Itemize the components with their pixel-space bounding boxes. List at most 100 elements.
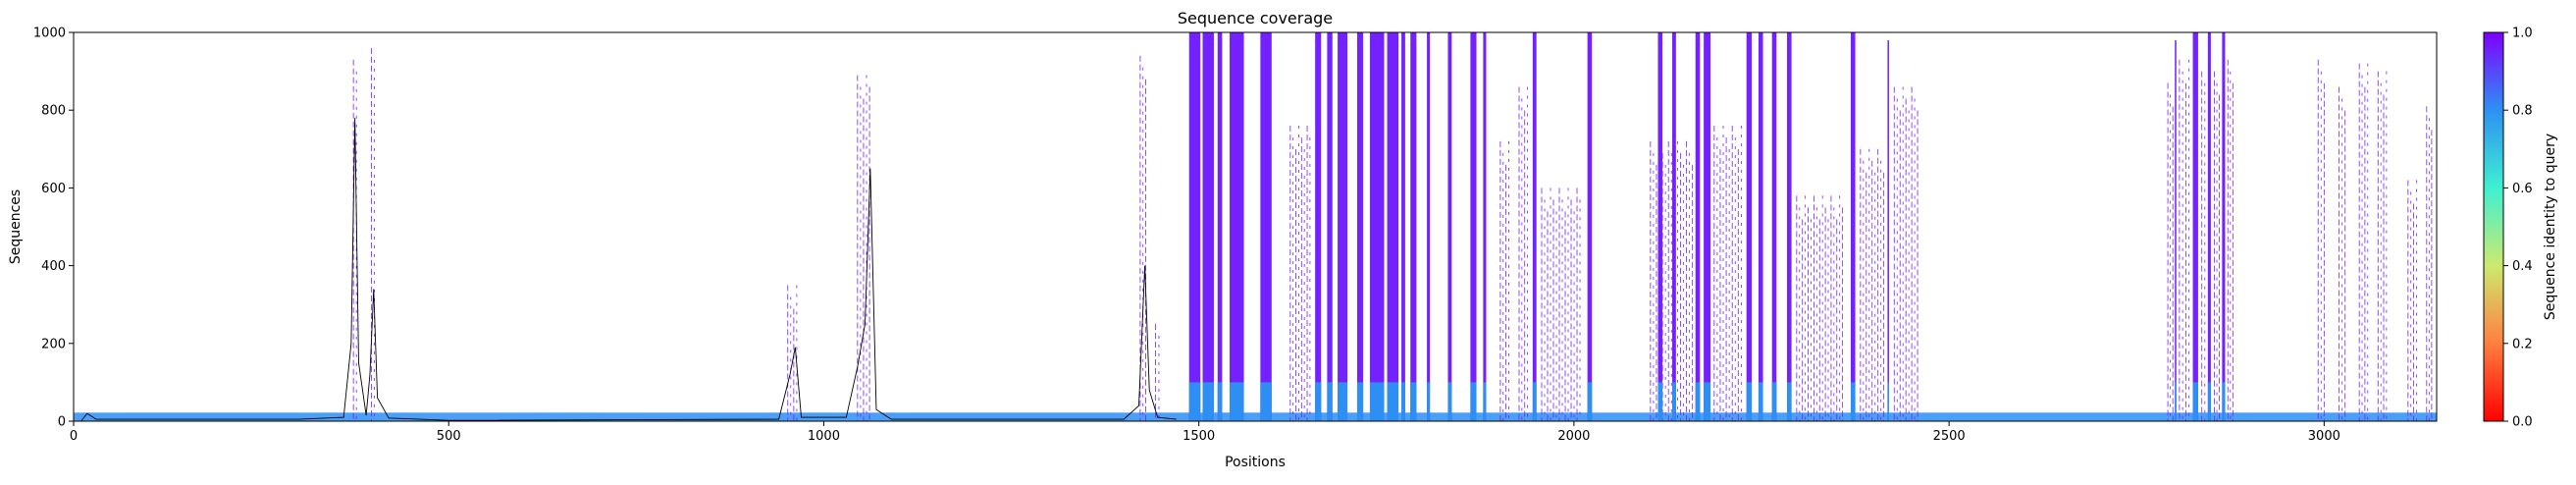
- coverage-column-base: [1483, 382, 1487, 421]
- y-tick-label: 0: [58, 415, 66, 430]
- coverage-column: [1704, 32, 1711, 421]
- x-tick-label: 1500: [1183, 429, 1215, 444]
- coverage-column-base: [1369, 382, 1385, 421]
- colorbar-tick-label: 0.2: [2512, 337, 2533, 351]
- coverage-column: [2222, 32, 2226, 421]
- coverage-marks: [74, 32, 2437, 421]
- x-axis: 0 500 1000 1500 2000 2500 3000: [70, 421, 2340, 444]
- chart-title: Sequence coverage: [1178, 9, 1333, 27]
- x-tick-label: 3000: [2308, 429, 2340, 444]
- coverage-line: [74, 118, 1177, 421]
- coverage-column: [1850, 32, 1856, 421]
- y-tick-label: 800: [41, 104, 66, 119]
- coverage-column: [1202, 32, 1214, 421]
- coverage-column: [1657, 32, 1663, 421]
- x-axis-label: Positions: [1225, 455, 1286, 470]
- coverage-column: [1401, 32, 1405, 421]
- coverage-column-base: [1470, 382, 1477, 421]
- coverage-column-base: [1230, 382, 1244, 421]
- coverage-column-base: [1338, 382, 1348, 421]
- colorbar-axis: 0.0 0.2 0.4 0.6 0.8 1.0: [2503, 27, 2533, 430]
- colorbar-tick-label: 0.4: [2512, 259, 2533, 274]
- coverage-column-base: [1887, 382, 1889, 421]
- colorbar-tick-label: 1.0: [2512, 27, 2533, 41]
- coverage-column-base: [1704, 382, 1711, 421]
- y-tick-label: 200: [41, 337, 66, 351]
- colorbar-tick-label: 0.8: [2512, 104, 2533, 119]
- coverage-column-base: [1786, 382, 1792, 421]
- coverage-column: [1746, 32, 1753, 421]
- coverage-column-base: [1657, 382, 1663, 421]
- coverage-column: [1387, 32, 1399, 421]
- coverage-column-base: [1356, 382, 1364, 421]
- coverage-column: [1427, 32, 1431, 421]
- coverage-column-base: [1771, 382, 1777, 421]
- coverage-column-base: [1188, 382, 1201, 421]
- coverage-column: [1188, 32, 1201, 421]
- coverage-column: [1410, 32, 1417, 421]
- x-tick-label: 500: [437, 429, 461, 444]
- coverage-column: [1483, 32, 1487, 421]
- coverage-column: [1315, 32, 1322, 421]
- coverage-column: [2175, 39, 2177, 421]
- coverage-column-base: [1315, 382, 1322, 421]
- x-tick-label: 2500: [1933, 429, 1966, 444]
- y-tick-label: 1000: [33, 27, 66, 41]
- coverage-column: [1470, 32, 1477, 421]
- coverage-column: [1230, 32, 1244, 421]
- coverage-column-base: [1217, 382, 1223, 421]
- y-tick-label: 600: [41, 182, 66, 196]
- x-tick-label: 1000: [808, 429, 840, 444]
- plot-area: [74, 32, 2437, 421]
- plot-frame: [73, 31, 2438, 422]
- base-coverage-band: [74, 412, 2437, 421]
- coverage-column: [1369, 32, 1385, 421]
- coverage-column-base: [1758, 382, 1763, 421]
- coverage-column-base: [1401, 382, 1405, 421]
- coverage-column-base: [1746, 382, 1753, 421]
- coverage-column-base: [2175, 382, 2177, 421]
- colorbar-tick-label: 0.0: [2512, 415, 2533, 430]
- coverage-column-base: [1202, 382, 1214, 421]
- coverage-column-base: [1532, 382, 1537, 421]
- coverage-column: [1786, 32, 1792, 421]
- coverage-column: [1217, 32, 1223, 421]
- coverage-column-base: [1447, 382, 1452, 421]
- coverage-column-base: [1695, 382, 1701, 421]
- coverage-column: [1356, 32, 1364, 421]
- coverage-column: [1338, 32, 1348, 421]
- coverage-column-base: [1850, 382, 1856, 421]
- coverage-column: [1758, 32, 1763, 421]
- x-tick-label: 0: [70, 429, 78, 444]
- coverage-column: [1771, 32, 1777, 421]
- y-axis: 0 200 400 600 800 1000: [33, 27, 74, 430]
- coverage-column-base: [2222, 382, 2226, 421]
- colorbar-label: Sequence identity to query: [2543, 134, 2558, 320]
- coverage-column-base: [1410, 382, 1417, 421]
- coverage-column: [2207, 32, 2211, 421]
- coverage-column-base: [1260, 382, 1272, 421]
- coverage-column: [1532, 32, 1537, 421]
- coverage-column-base: [1672, 382, 1676, 421]
- colorbar-tick-label: 0.6: [2512, 182, 2533, 196]
- coverage-column-base: [1387, 382, 1399, 421]
- y-tick-label: 400: [41, 259, 66, 274]
- coverage-column: [1327, 32, 1333, 421]
- coverage-column: [1587, 32, 1593, 421]
- coverage-column-base: [1587, 382, 1593, 421]
- coverage-column-base: [1327, 382, 1333, 421]
- coverage-column: [1447, 32, 1452, 421]
- coverage-column-base: [1427, 382, 1431, 421]
- coverage-column: [1672, 32, 1676, 421]
- coverage-column: [1887, 39, 1889, 421]
- coverage-column-base: [2207, 382, 2211, 421]
- colorbar: [2483, 31, 2504, 422]
- coverage-column: [1260, 32, 1272, 421]
- coverage-column-base: [2192, 382, 2198, 421]
- coverage-column: [1695, 32, 1701, 421]
- y-axis-label: Sequences: [8, 189, 24, 264]
- coverage-column: [2192, 32, 2198, 421]
- x-tick-label: 2000: [1557, 429, 1590, 444]
